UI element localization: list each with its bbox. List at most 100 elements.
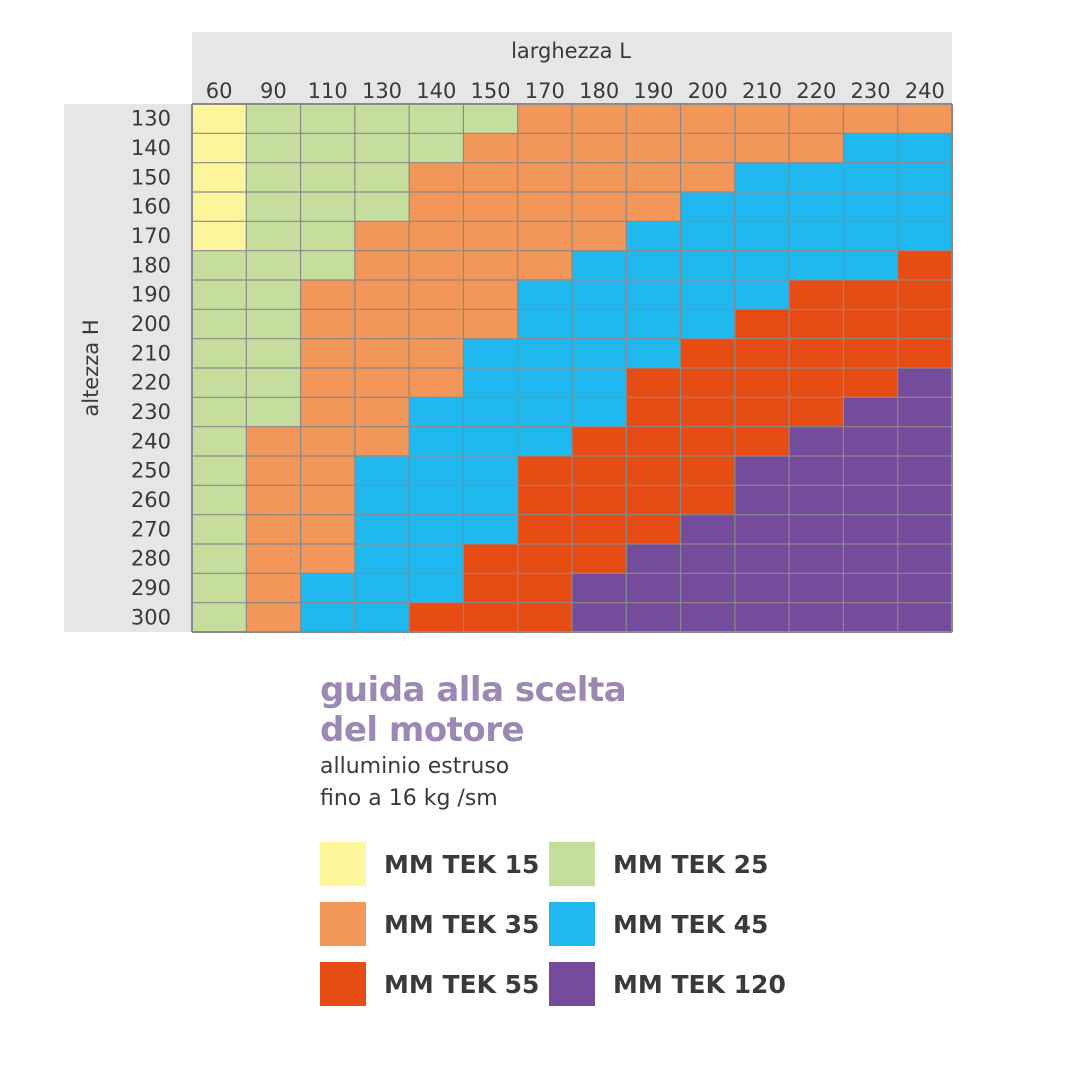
cell-h270-l230 (843, 514, 899, 545)
cell-h240-l110 (300, 426, 356, 457)
cell-h230-l210 (734, 397, 790, 427)
cell-h250-l190 (626, 456, 681, 486)
cell-h260-l230 (843, 485, 899, 515)
cell-h130-l90 (246, 104, 301, 134)
cell-h150-l180 (572, 162, 627, 193)
cell-h130-l210 (734, 104, 790, 134)
y-tick-label-270: 270 (131, 517, 171, 541)
chart-title: guida alla scelta del motore (320, 670, 820, 750)
cell-h190-l90 (246, 280, 301, 310)
cell-h170-l150 (463, 221, 519, 251)
cell-h240-l90 (246, 426, 301, 457)
cell-h160-l240 (897, 192, 953, 222)
legend: MM TEK 15 MM TEK 25 MM TEK 35 MM TEK 45 … (320, 842, 820, 1012)
y-tick-label-170: 170 (131, 224, 171, 248)
cell-h150-l130 (354, 162, 410, 193)
cell-h280-l90 (246, 544, 301, 574)
cell-h200-l210 (734, 309, 790, 339)
cell-h270-l190 (626, 514, 681, 545)
cell-h300-l140 (409, 602, 464, 633)
cell-h210-l190 (626, 338, 681, 369)
cell-h240-l170 (517, 426, 573, 457)
cell-h220-l230 (843, 368, 899, 398)
cell-h280-l150 (463, 544, 519, 574)
cell-h160-l210 (734, 192, 790, 222)
cell-h240-l210 (734, 426, 790, 457)
cell-h260-l110 (300, 485, 356, 515)
cell-h300-l150 (463, 602, 519, 633)
y-tick-label-200: 200 (131, 312, 171, 336)
cell-h150-l230 (843, 162, 899, 193)
cell-h160-l90 (246, 192, 301, 222)
cell-h300-l60 (192, 602, 247, 633)
cell-h140-l190 (626, 133, 681, 163)
cell-h130-l200 (680, 104, 736, 134)
cell-h220-l180 (572, 368, 627, 398)
legend-item-mm-tek-25: MM TEK 25 (549, 842, 768, 886)
cell-h140-l110 (300, 133, 356, 163)
cell-h230-l90 (246, 397, 301, 427)
cell-h260-l180 (572, 485, 627, 515)
x-tick-label-230: 230 (851, 79, 891, 103)
legend-label-mm-tek-15: MM TEK 15 (384, 849, 540, 879)
chart-subtitle-line-2: fino a 16 kg /sm (320, 786, 498, 811)
motor-selection-heatmap: larghezza L altezza H 60 90 110 130 140 150 17… (64, 32, 953, 633)
cell-h230-l190 (626, 397, 681, 427)
cell-h190-l130 (354, 280, 410, 310)
y-tick-label-180: 180 (131, 253, 171, 277)
x-tick-label-60: 60 (206, 79, 233, 103)
cell-h150-l170 (517, 162, 573, 193)
cell-h210-l200 (680, 338, 736, 369)
cell-h190-l110 (300, 280, 356, 310)
cell-h180-l170 (517, 250, 573, 281)
x-tick-label-200: 200 (688, 79, 728, 103)
cell-h200-l190 (626, 309, 681, 339)
x-tick-label-140: 140 (416, 79, 456, 103)
cell-h220-l200 (680, 368, 736, 398)
cell-h270-l60 (192, 514, 247, 545)
legend-item-mm-tek-120: MM TEK 120 (549, 962, 786, 1006)
cell-h190-l60 (192, 280, 247, 310)
cell-h170-l140 (409, 221, 464, 251)
cell-h140-l90 (246, 133, 301, 163)
cell-h220-l110 (300, 368, 356, 398)
cell-h180-l150 (463, 250, 519, 281)
cell-h210-l230 (843, 338, 899, 369)
cell-h290-l220 (789, 573, 844, 603)
cell-h170-l210 (734, 221, 790, 251)
cell-h230-l240 (897, 397, 953, 427)
cell-h150-l140 (409, 162, 464, 193)
legend-swatch-mm-tek-45 (549, 902, 595, 946)
y-tick-label-210: 210 (131, 341, 171, 365)
x-tick-label-240: 240 (905, 79, 945, 103)
cell-h290-l190 (626, 573, 681, 603)
x-tick-label-220: 220 (796, 79, 836, 103)
legend-swatch-mm-tek-55 (320, 962, 366, 1006)
cell-h190-l200 (680, 280, 736, 310)
cell-h190-l190 (626, 280, 681, 310)
cell-h260-l90 (246, 485, 301, 515)
cell-h270-l110 (300, 514, 356, 545)
x-tick-label-150: 150 (471, 79, 511, 103)
cell-h290-l170 (517, 573, 573, 603)
cell-h270-l220 (789, 514, 844, 545)
x-axis-band (192, 32, 952, 104)
cell-h140-l230 (843, 133, 899, 163)
cell-h170-l220 (789, 221, 844, 251)
cell-h210-l220 (789, 338, 844, 369)
y-tick-label-260: 260 (131, 488, 171, 512)
cell-h260-l60 (192, 485, 247, 515)
cell-h220-l190 (626, 368, 681, 398)
cell-h240-l230 (843, 426, 899, 457)
cell-h190-l170 (517, 280, 573, 310)
cell-h140-l180 (572, 133, 627, 163)
legend-label-mm-tek-120: MM TEK 120 (613, 969, 786, 999)
cell-h240-l150 (463, 426, 519, 457)
cell-h260-l130 (354, 485, 410, 515)
y-tick-label-300: 300 (131, 605, 171, 629)
cell-h150-l190 (626, 162, 681, 193)
cell-h230-l170 (517, 397, 573, 427)
cell-h230-l150 (463, 397, 519, 427)
cell-h230-l180 (572, 397, 627, 427)
cell-h170-l190 (626, 221, 681, 251)
